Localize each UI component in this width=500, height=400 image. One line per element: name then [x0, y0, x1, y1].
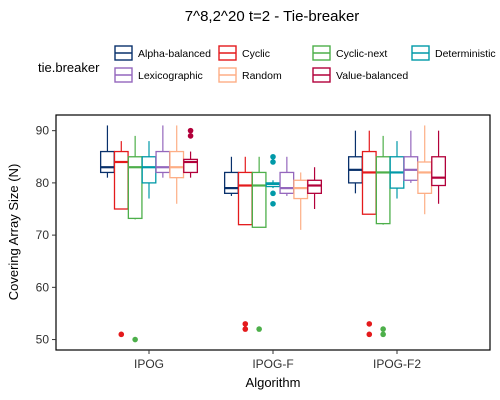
outlier-point: [270, 200, 276, 207]
box-body: [431, 156, 447, 187]
box-ipog-cyclic: [113, 141, 129, 338]
legend-entry: Lexicographic: [114, 67, 203, 83]
box-body: [251, 171, 267, 228]
legend-label: Lexicographic: [138, 70, 203, 82]
outlier-point: [242, 326, 249, 332]
box-body: [403, 156, 419, 181]
box-ipog-f2-random: [417, 125, 433, 215]
box-ipog-deterministic: [141, 141, 157, 199]
legend-label: Value-balanced: [336, 70, 408, 82]
box-ipog-alpha-balanced: [99, 125, 115, 178]
outlier-point: [242, 321, 249, 327]
boxes-layer: [99, 125, 447, 343]
box-ipog-f-value-balanced: [307, 167, 323, 209]
box-ipog-value-balanced: [183, 127, 199, 178]
box-ipog-lexicographic: [155, 125, 171, 178]
outlier-point: [366, 331, 373, 338]
box-body: [307, 179, 323, 194]
y-tick-label: 60: [36, 280, 50, 294]
legend-title: tie.breaker: [38, 60, 100, 75]
legend-entry: Alpha-balanced: [114, 45, 211, 61]
box-ipog-f-alpha-balanced: [223, 156, 239, 196]
outlier-point: [132, 336, 138, 343]
box-ipog-f-lexicographic: [279, 156, 295, 196]
outlier-point: [187, 127, 194, 134]
box-body: [361, 150, 377, 215]
box-ipog-f-cyclic: [237, 156, 253, 332]
outlier-point: [270, 190, 276, 197]
chart-title: 7^8,2^20 t=2 - Tie-breaker: [185, 8, 360, 25]
legend-label: Deterministic: [435, 48, 496, 60]
box-body: [99, 150, 115, 174]
box-ipog-f2-cyclic-next: [375, 135, 391, 338]
box-body: [375, 156, 391, 225]
box-ipog-f2-cyclic: [361, 130, 377, 338]
box-body: [155, 150, 171, 174]
outlier-point: [118, 331, 125, 338]
box-ipog-f2-alpha-balanced: [347, 130, 363, 194]
box-ipog-f-cyclic-next: [251, 156, 267, 332]
legend-entry: Cyclic-next: [312, 45, 387, 61]
box-body: [417, 161, 433, 194]
box-ipog-f-deterministic: [265, 153, 281, 207]
y-axis: 50 60 70 80 90: [36, 124, 56, 347]
legend-entry: Value-balanced: [312, 67, 408, 83]
outlier-point: [256, 326, 262, 332]
legend-entry: Random: [218, 67, 282, 83]
x-axis-title: Algorithm: [246, 375, 301, 390]
y-tick-label: 90: [36, 124, 50, 138]
y-tick-label: 50: [36, 333, 50, 347]
outlier-point: [366, 321, 373, 327]
outlier-point: [270, 153, 276, 160]
box-ipog-cyclic-next: [127, 135, 143, 343]
box-body: [279, 171, 295, 194]
x-tick-label: IPOG-F: [252, 357, 293, 371]
outlier-point: [380, 331, 386, 338]
legend-label: Cyclic: [242, 48, 270, 60]
box-body: [113, 150, 129, 210]
y-tick-label: 80: [36, 176, 50, 190]
outlier-point: [380, 326, 386, 332]
box-body: [169, 150, 185, 179]
legend-label: Alpha-balanced: [138, 48, 211, 60]
outlier-point: [187, 133, 194, 139]
legend-label: Cyclic-next: [336, 48, 387, 60]
box-ipog-f2-deterministic: [389, 141, 405, 199]
box-body: [127, 156, 143, 220]
box-body: [141, 156, 157, 184]
x-axis: IPOG IPOG-F IPOG-F2: [134, 350, 421, 371]
box-body: [237, 171, 253, 226]
x-tick-label: IPOG-F2: [373, 357, 421, 371]
box-ipog-random: [169, 125, 185, 204]
y-tick-label: 70: [36, 228, 50, 242]
legend-label: Random: [242, 70, 282, 82]
legend-entry: Deterministic: [411, 45, 496, 61]
legend: tie.breaker Alpha-balanced Cyclic Cyclic-n…: [38, 45, 496, 83]
box-ipog-f2-value-balanced: [431, 130, 447, 204]
x-tick-label: IPOG: [134, 357, 164, 371]
legend-entry: Cyclic: [218, 45, 270, 61]
outlier-point: [270, 159, 276, 165]
box-body: [293, 179, 309, 200]
box-body: [223, 171, 239, 194]
box-ipog-f2-lexicographic: [403, 130, 419, 183]
y-axis-title: Covering Array Size (N): [6, 164, 21, 301]
box-ipog-f-random: [293, 172, 309, 230]
